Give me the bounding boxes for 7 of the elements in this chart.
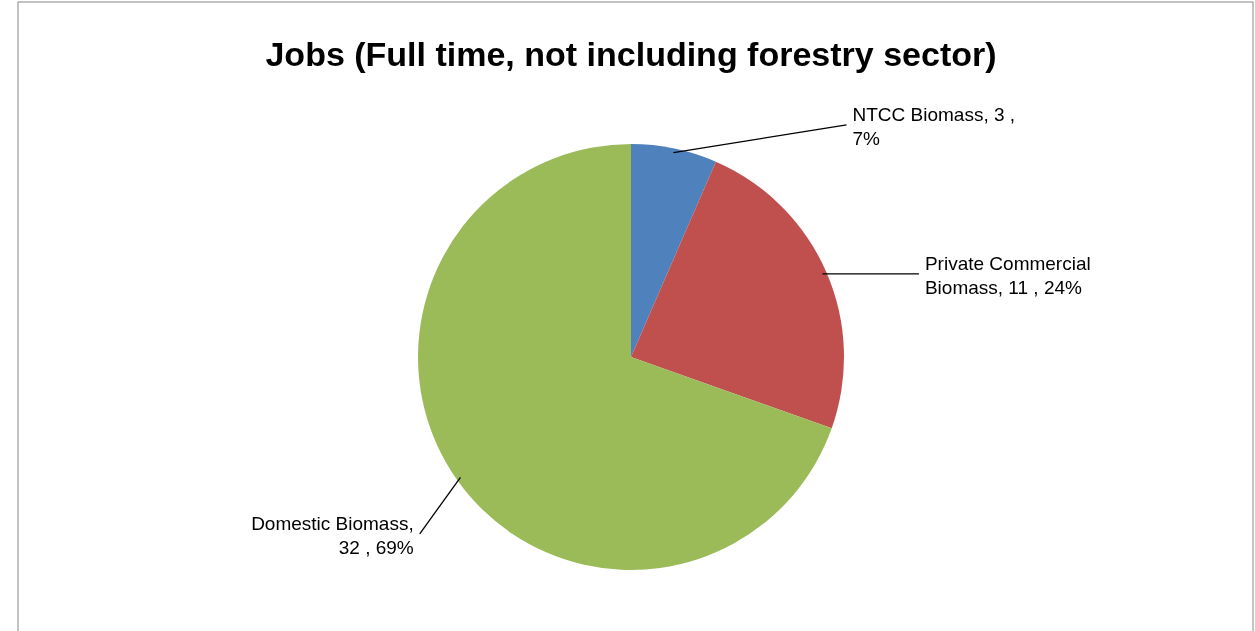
pie-slice	[418, 144, 832, 570]
chart-title: Jobs (Full time, not including forestry sector)	[265, 35, 997, 73]
slice-label: Private Commercial Biomass, 11 , 24%	[924, 252, 1091, 298]
pie-slice	[631, 144, 716, 357]
pie-slice	[631, 161, 844, 429]
slice-label: NTCC Biomass, 3 , 7%	[852, 103, 1016, 149]
slice-label: Domestic Biomass, 32 , 69%	[251, 512, 414, 558]
